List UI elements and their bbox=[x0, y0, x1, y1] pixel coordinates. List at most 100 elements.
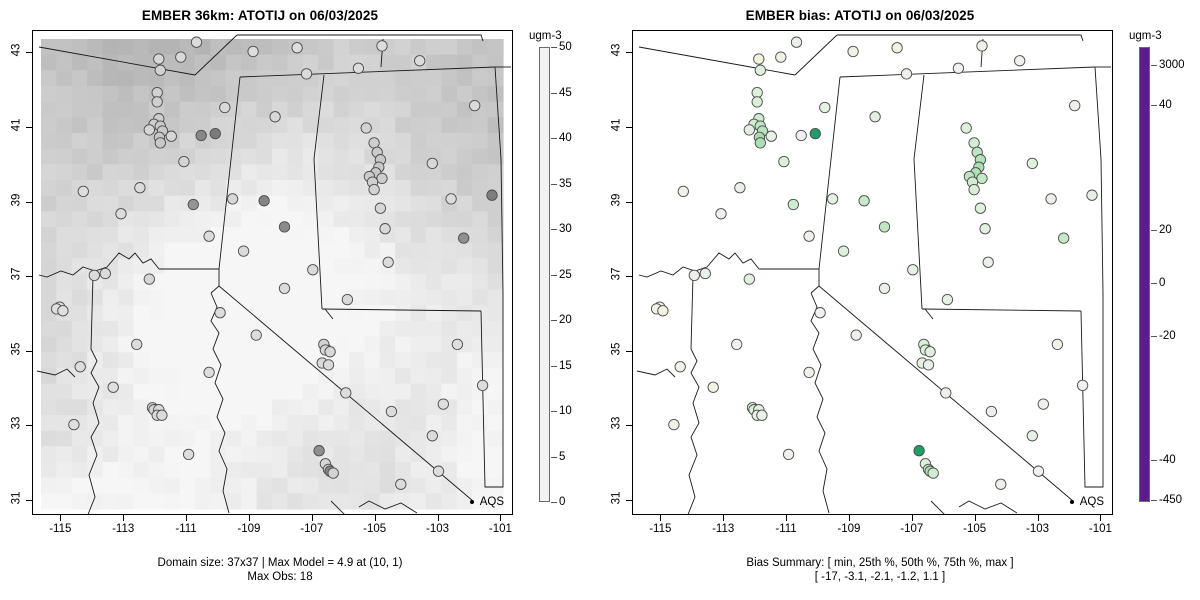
aqs-station-marker[interactable] bbox=[787, 198, 799, 211]
aqs-station-marker[interactable] bbox=[175, 51, 187, 63]
aqs-station-marker[interactable] bbox=[432, 465, 445, 477]
aqs-station-marker[interactable] bbox=[878, 221, 891, 233]
aqs-station-marker[interactable] bbox=[278, 282, 291, 295]
aqs-station-marker[interactable] bbox=[313, 445, 325, 457]
aqs-station-marker[interactable] bbox=[922, 359, 935, 371]
aqs-station-marker[interactable] bbox=[247, 45, 259, 58]
aqs-station-marker[interactable] bbox=[68, 418, 80, 431]
aqs-station-marker[interactable] bbox=[995, 478, 1007, 490]
aqs-station-marker[interactable] bbox=[809, 127, 821, 140]
aqs-station-marker[interactable] bbox=[131, 338, 143, 351]
aqs-station-marker[interactable] bbox=[143, 273, 155, 285]
aqs-station-marker[interactable] bbox=[134, 182, 146, 194]
aqs-station-marker[interactable] bbox=[1026, 430, 1038, 442]
aqs-station-marker[interactable] bbox=[226, 193, 239, 205]
aqs-station-marker[interactable] bbox=[214, 307, 226, 319]
aqs-station-marker[interactable] bbox=[979, 223, 991, 235]
aqs-station-marker[interactable] bbox=[677, 185, 689, 198]
aqs-station-marker[interactable] bbox=[99, 267, 111, 280]
aqs-station-marker[interactable] bbox=[927, 467, 939, 479]
aqs-station-marker[interactable] bbox=[1058, 232, 1070, 244]
aqs-station-marker[interactable] bbox=[151, 96, 163, 108]
aqs-station-marker[interactable] bbox=[414, 55, 426, 67]
aqs-station-marker[interactable] bbox=[688, 269, 700, 282]
aqs-station-marker[interactable] bbox=[382, 256, 394, 268]
aqs-station-marker[interactable] bbox=[982, 256, 994, 268]
aqs-station-marker[interactable] bbox=[657, 305, 669, 317]
aqs-station-marker[interactable] bbox=[900, 68, 913, 80]
aqs-station-marker[interactable] bbox=[219, 101, 231, 114]
aqs-station-marker[interactable] bbox=[913, 445, 925, 457]
aqs-station-marker[interactable] bbox=[376, 40, 388, 52]
aqs-station-marker[interactable] bbox=[451, 338, 464, 351]
aqs-station-marker[interactable] bbox=[782, 448, 795, 461]
aqs-station-marker[interactable] bbox=[209, 127, 221, 140]
aqs-station-marker[interactable] bbox=[891, 42, 903, 54]
aqs-station-marker[interactable] bbox=[1076, 379, 1089, 392]
aqs-station-marker[interactable] bbox=[307, 264, 319, 276]
aqs-station-marker[interactable] bbox=[368, 137, 380, 149]
aqs-station-marker[interactable] bbox=[324, 346, 336, 358]
aqs-station-marker[interactable] bbox=[195, 129, 207, 142]
aqs-station-marker[interactable] bbox=[426, 430, 438, 442]
aqs-station-marker[interactable] bbox=[753, 53, 765, 65]
aqs-station-marker[interactable] bbox=[707, 381, 719, 393]
aqs-station-marker[interactable] bbox=[869, 111, 881, 123]
aqs-station-marker[interactable] bbox=[674, 361, 686, 373]
aqs-station-marker[interactable] bbox=[1051, 338, 1064, 351]
aqs-station-marker[interactable] bbox=[940, 387, 952, 399]
aqs-station-marker[interactable] bbox=[88, 269, 100, 282]
aqs-station-marker[interactable] bbox=[826, 193, 839, 205]
aqs-station-marker[interactable] bbox=[968, 137, 980, 149]
aqs-station-marker[interactable] bbox=[153, 53, 165, 65]
aqs-station-marker[interactable] bbox=[258, 195, 270, 207]
aqs-station-marker[interactable] bbox=[795, 129, 807, 142]
aqs-station-marker[interactable] bbox=[924, 346, 936, 358]
aqs-station-marker[interactable] bbox=[385, 405, 398, 418]
aqs-station-marker[interactable] bbox=[731, 338, 743, 351]
aqs-station-marker[interactable] bbox=[327, 467, 339, 479]
aqs-station-marker[interactable] bbox=[154, 64, 166, 76]
aqs-station-marker[interactable] bbox=[743, 124, 755, 136]
aqs-station-marker[interactable] bbox=[743, 273, 755, 285]
aqs-station-marker[interactable] bbox=[269, 111, 281, 123]
aqs-station-marker[interactable] bbox=[182, 448, 195, 461]
aqs-station-marker[interactable] bbox=[858, 195, 870, 207]
aqs-station-marker[interactable] bbox=[74, 361, 86, 373]
aqs-station-marker[interactable] bbox=[278, 221, 291, 233]
aqs-station-marker[interactable] bbox=[291, 42, 303, 54]
aqs-station-marker[interactable] bbox=[734, 182, 746, 194]
aqs-station-marker[interactable] bbox=[77, 185, 89, 198]
aqs-station-marker[interactable] bbox=[374, 202, 387, 214]
aqs-station-marker[interactable] bbox=[178, 155, 190, 168]
aqs-station-marker[interactable] bbox=[187, 198, 199, 211]
aqs-station-marker[interactable] bbox=[1032, 465, 1045, 477]
aqs-observation-points-model[interactable] bbox=[33, 31, 512, 514]
aqs-station-marker[interactable] bbox=[715, 208, 727, 220]
aqs-station-marker[interactable] bbox=[668, 418, 680, 431]
aqs-station-marker[interactable] bbox=[765, 130, 777, 142]
aqs-station-marker[interactable] bbox=[1026, 157, 1038, 170]
aqs-station-marker[interactable] bbox=[756, 409, 768, 421]
aqs-station-marker[interactable] bbox=[907, 264, 919, 276]
aqs-station-marker[interactable] bbox=[154, 137, 166, 149]
aqs-station-marker[interactable] bbox=[699, 267, 711, 280]
aqs-station-marker[interactable] bbox=[803, 366, 815, 379]
map-plot-bias[interactable]: AQS bbox=[632, 30, 1113, 515]
aqs-station-marker[interactable] bbox=[1014, 55, 1026, 67]
aqs-station-marker[interactable] bbox=[847, 45, 859, 58]
aqs-station-marker[interactable] bbox=[790, 36, 803, 48]
aqs-station-marker[interactable] bbox=[1069, 99, 1081, 112]
aqs-station-marker[interactable] bbox=[985, 405, 998, 418]
aqs-station-marker[interactable] bbox=[976, 172, 988, 185]
aqs-station-marker[interactable] bbox=[143, 124, 155, 136]
aqs-station-marker[interactable] bbox=[803, 230, 815, 242]
aqs-station-marker[interactable] bbox=[1045, 193, 1057, 205]
aqs-station-marker[interactable] bbox=[237, 245, 250, 257]
aqs-station-marker[interactable] bbox=[368, 183, 380, 196]
aqs-station-marker[interactable] bbox=[322, 359, 335, 371]
aqs-station-marker[interactable] bbox=[395, 478, 407, 490]
aqs-station-marker[interactable] bbox=[1086, 189, 1098, 201]
aqs-station-marker[interactable] bbox=[57, 305, 69, 317]
aqs-station-marker[interactable] bbox=[778, 155, 790, 168]
